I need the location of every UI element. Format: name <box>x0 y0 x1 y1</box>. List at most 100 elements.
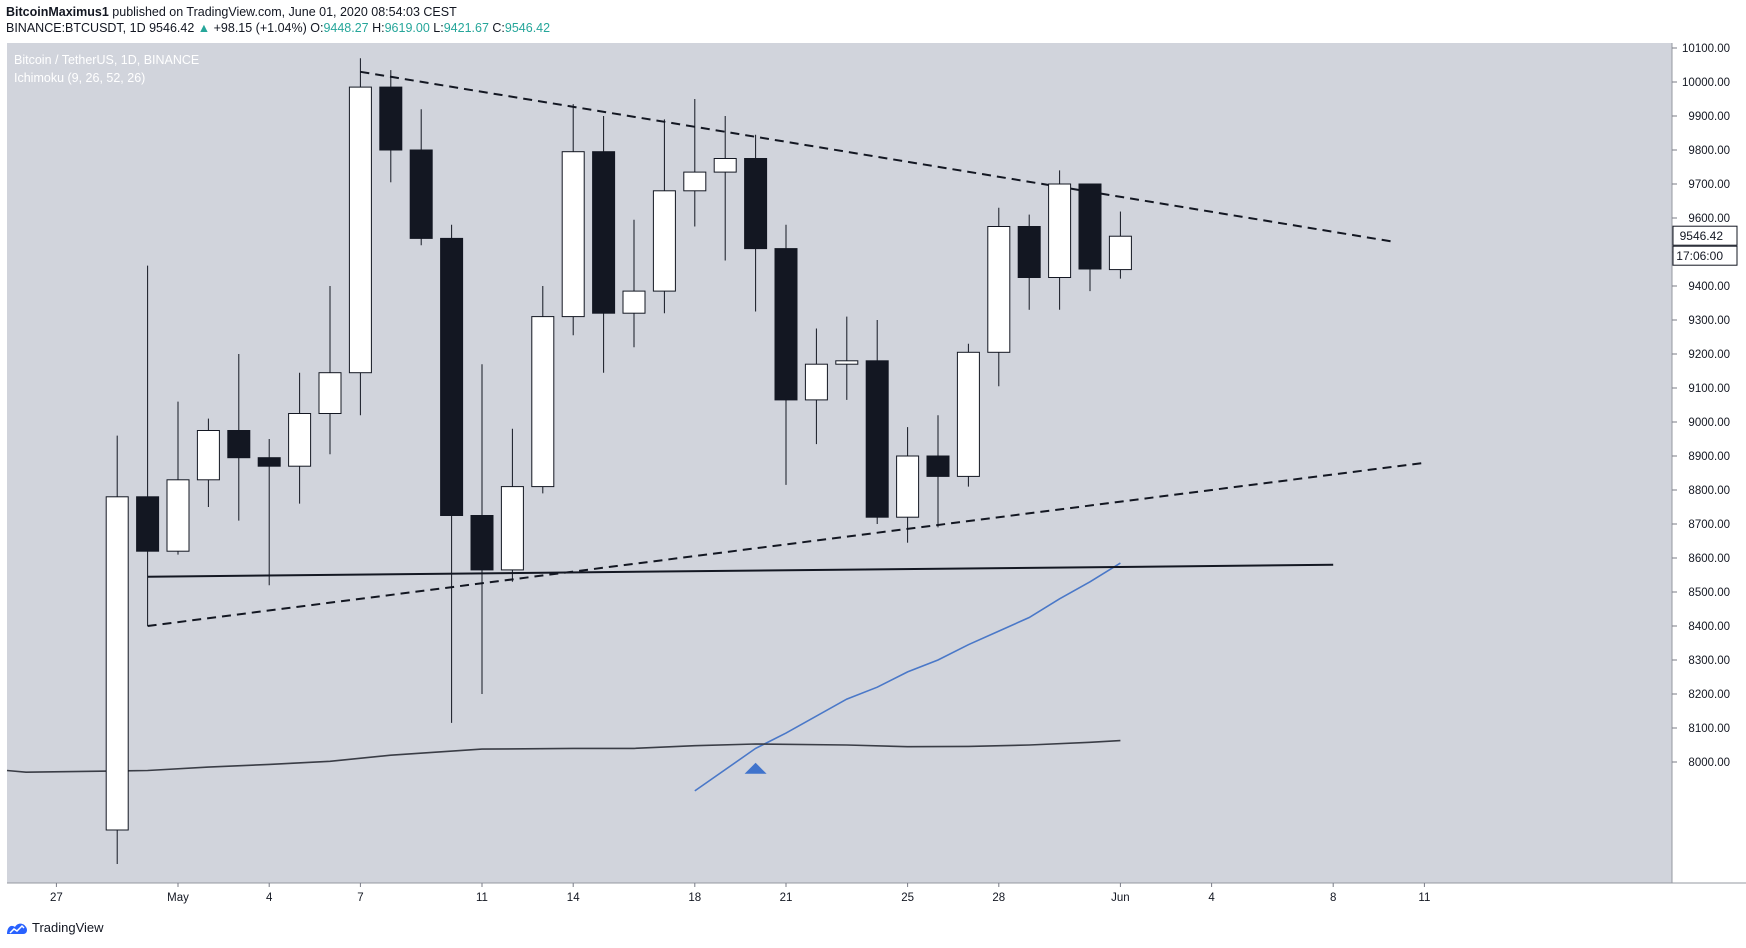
candle[interactable] <box>835 316 859 400</box>
candle[interactable] <box>804 328 828 445</box>
candle-body-up[interactable] <box>348 86 372 374</box>
candle[interactable] <box>652 119 676 314</box>
close-label: C: <box>492 21 505 35</box>
candle-body-down[interactable] <box>257 457 281 467</box>
candle-body-down[interactable] <box>1078 183 1102 270</box>
open-label: O: <box>310 21 324 35</box>
price-labels: 9546.42 17:06:00 <box>1672 225 1738 266</box>
trendlines[interactable] <box>147 70 1425 627</box>
candle[interactable] <box>896 427 920 543</box>
candle-body-down[interactable] <box>470 515 494 571</box>
current-price-label: 9546.42 <box>1680 229 1724 243</box>
candle[interactable] <box>561 104 585 336</box>
candle-body-up[interactable] <box>500 486 524 571</box>
candle[interactable] <box>227 354 251 521</box>
y-tick-label: 9700.00 <box>1688 179 1730 191</box>
candle-body-up[interactable] <box>166 479 190 552</box>
candle[interactable] <box>136 265 160 626</box>
candle[interactable] <box>196 418 220 507</box>
candle-body-down[interactable] <box>1017 226 1041 278</box>
candle-body-down[interactable] <box>227 430 251 459</box>
footer: TradingView <box>6 920 104 935</box>
author-name[interactable]: BitcoinMaximus1 <box>6 5 109 19</box>
candle-body-down[interactable] <box>409 149 433 239</box>
candle[interactable] <box>865 320 889 524</box>
trendline-horizontal-support[interactable] <box>147 563 1334 578</box>
candle-body-up[interactable] <box>987 226 1011 353</box>
candle-body-down[interactable] <box>774 248 798 401</box>
y-tick-label: 8500.00 <box>1688 587 1730 599</box>
candle-body-up[interactable] <box>318 372 342 415</box>
candle-body-up[interactable] <box>804 363 828 401</box>
candle[interactable] <box>440 224 464 723</box>
y-tick-label: 8200.00 <box>1688 689 1730 701</box>
candle-body-up[interactable] <box>896 455 920 518</box>
y-tick-label: 8800.00 <box>1688 485 1730 497</box>
candle-body-up[interactable] <box>288 413 312 467</box>
candle-body-down[interactable] <box>926 455 950 477</box>
candles[interactable] <box>105 58 1132 864</box>
candle[interactable] <box>744 134 768 312</box>
candle[interactable] <box>713 116 737 261</box>
candle-body-down[interactable] <box>379 86 403 151</box>
footer-brand[interactable]: TradingView <box>32 920 104 935</box>
candle[interactable] <box>318 286 342 455</box>
candle[interactable] <box>531 286 555 494</box>
candle-body-up[interactable] <box>835 360 859 365</box>
price-axis[interactable] <box>1672 43 1746 883</box>
candle-body-up[interactable] <box>622 290 646 314</box>
y-tick-label: 8700.00 <box>1688 519 1730 531</box>
x-tick-label: 18 <box>688 892 701 904</box>
candle[interactable] <box>683 99 707 227</box>
trendline-lower-support[interactable] <box>147 461 1425 627</box>
candle[interactable] <box>926 415 950 528</box>
candle[interactable] <box>379 70 403 183</box>
publish-line: BitcoinMaximus1 published on TradingView… <box>6 4 550 20</box>
trendline-upper-resistance[interactable] <box>360 70 1395 243</box>
y-tick-label: 9100.00 <box>1688 383 1730 395</box>
x-tick-label: 21 <box>780 892 793 904</box>
candle-body-up[interactable] <box>531 316 555 488</box>
candle[interactable] <box>622 219 646 348</box>
candle[interactable] <box>348 58 372 416</box>
candle[interactable] <box>288 372 312 504</box>
candle[interactable] <box>956 343 980 487</box>
candle[interactable] <box>1078 183 1102 292</box>
candle-body-down[interactable] <box>865 360 889 518</box>
candle[interactable] <box>470 364 494 694</box>
candle-body-down[interactable] <box>136 496 160 552</box>
candle-body-up[interactable] <box>196 430 220 481</box>
time-axis[interactable] <box>7 883 1672 911</box>
candle[interactable] <box>1017 214 1041 310</box>
candle-body-down[interactable] <box>440 237 464 516</box>
candle[interactable] <box>409 109 433 246</box>
candle-body-up[interactable] <box>105 496 129 831</box>
candle[interactable] <box>774 224 798 485</box>
x-tick-label: 25 <box>901 892 914 904</box>
candle[interactable] <box>987 207 1011 387</box>
candle-body-up[interactable] <box>561 151 585 318</box>
candle[interactable] <box>257 439 281 586</box>
triangle-up-icon <box>744 762 767 774</box>
candle[interactable] <box>166 401 190 555</box>
candle[interactable] <box>105 435 129 864</box>
candle[interactable] <box>500 428 524 582</box>
candle[interactable] <box>592 116 616 373</box>
candle-body-down[interactable] <box>592 151 616 314</box>
x-tick-label: 28 <box>992 892 1005 904</box>
candle-body-up[interactable] <box>713 158 737 173</box>
candle-body-down[interactable] <box>744 158 768 250</box>
candle[interactable] <box>1048 170 1072 310</box>
candle-body-up[interactable] <box>652 190 676 292</box>
countdown-box <box>1672 245 1738 266</box>
candle-body-up[interactable] <box>1048 183 1072 278</box>
tradingview-logo-icon[interactable] <box>6 921 28 935</box>
up-arrow-icon: ▲ <box>197 21 211 35</box>
candle-body-up[interactable] <box>956 351 980 477</box>
candle-body-up[interactable] <box>1108 235 1132 271</box>
chart-pane[interactable] <box>7 43 1672 883</box>
candle[interactable] <box>1108 211 1132 279</box>
y-tick-label: 9900.00 <box>1688 111 1730 123</box>
candle-body-up[interactable] <box>683 171 707 192</box>
